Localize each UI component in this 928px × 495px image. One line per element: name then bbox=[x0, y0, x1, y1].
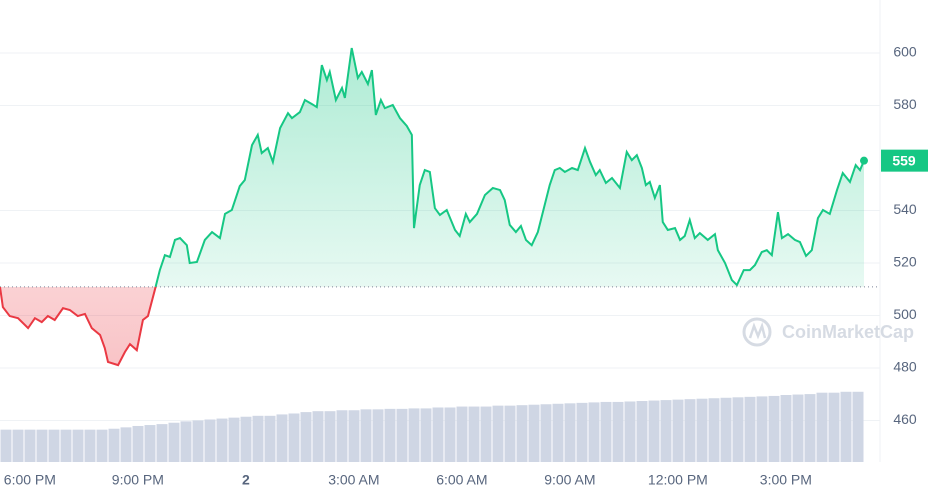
volume-bar bbox=[264, 415, 276, 462]
volume-bar bbox=[552, 403, 564, 462]
volume-bar bbox=[288, 413, 300, 462]
volume-bar bbox=[516, 405, 528, 462]
y-tick-label: 460 bbox=[893, 411, 917, 427]
area-down bbox=[0, 286, 864, 366]
volume-bar bbox=[360, 409, 372, 462]
watermark: CoinMarketCap bbox=[742, 317, 914, 347]
volume-bar bbox=[732, 397, 744, 462]
volume-bar bbox=[756, 396, 768, 462]
volume-bar bbox=[84, 429, 96, 462]
volume-bar bbox=[72, 429, 84, 462]
y-tick-label: 480 bbox=[893, 359, 917, 375]
watermark-text: CoinMarketCap bbox=[782, 322, 914, 342]
x-tick-label: 6:00 PM bbox=[4, 472, 56, 488]
volume-bar bbox=[324, 411, 336, 462]
y-tick-label: 520 bbox=[893, 254, 917, 270]
x-tick-label: 3:00 PM bbox=[760, 472, 812, 488]
x-tick-label: 6:00 AM bbox=[436, 472, 487, 488]
volume-bar bbox=[120, 427, 132, 462]
volume-bar bbox=[828, 392, 840, 462]
volume-bar bbox=[36, 429, 48, 462]
volume-bar bbox=[336, 410, 348, 462]
volume-bar bbox=[780, 395, 792, 462]
volume-bar bbox=[108, 428, 120, 462]
volume-bar bbox=[816, 392, 828, 462]
volume-bar bbox=[480, 406, 492, 462]
volume-bar bbox=[0, 429, 12, 462]
volume-bar bbox=[708, 398, 720, 462]
volume-bar bbox=[540, 404, 552, 462]
volume-bar bbox=[192, 420, 204, 462]
y-tick-label: 540 bbox=[893, 201, 917, 217]
volume-bar bbox=[504, 405, 516, 462]
volume-bar bbox=[744, 396, 756, 462]
volume-bar bbox=[444, 407, 456, 462]
volume-bar bbox=[60, 429, 72, 462]
volume-bar bbox=[660, 400, 672, 462]
volume-bar bbox=[300, 412, 312, 462]
volume-bar bbox=[180, 421, 192, 462]
price-line bbox=[0, 47, 865, 287]
volume-bar bbox=[348, 410, 360, 462]
volume-bar bbox=[252, 415, 264, 462]
volume-bar bbox=[696, 398, 708, 462]
volume-bar bbox=[240, 416, 252, 462]
price-badge bbox=[881, 149, 928, 172]
volume-bar bbox=[156, 424, 168, 462]
x-tick-label: 12:00 PM bbox=[648, 472, 708, 488]
volume-bar bbox=[672, 399, 684, 462]
volume-bar bbox=[144, 425, 156, 462]
x-tick-label: 9:00 PM bbox=[112, 472, 164, 488]
volume-bar bbox=[276, 414, 288, 462]
volume-bar bbox=[48, 429, 60, 462]
volume-bar bbox=[228, 417, 240, 462]
volume-bar bbox=[624, 401, 636, 462]
volume-bar bbox=[204, 419, 216, 462]
y-tick-label: 500 bbox=[893, 306, 917, 322]
volume-bar bbox=[576, 402, 588, 462]
volume-bar bbox=[372, 409, 384, 462]
volume-bar bbox=[792, 394, 804, 462]
volume-bar bbox=[648, 400, 660, 462]
y-tick-label: 580 bbox=[893, 96, 917, 112]
last-point bbox=[860, 156, 868, 165]
volume-bar bbox=[384, 408, 396, 462]
volume-bar bbox=[216, 418, 228, 462]
volume-bar bbox=[312, 411, 324, 462]
volume-bar bbox=[96, 429, 108, 462]
volume-bar bbox=[564, 403, 576, 462]
volume-bar bbox=[636, 401, 648, 462]
volume-bar bbox=[432, 407, 444, 462]
volume-bar bbox=[492, 405, 504, 462]
volume-bar bbox=[468, 406, 480, 462]
volume-bar bbox=[420, 408, 432, 462]
price-badge-label: 559 bbox=[892, 152, 916, 168]
volume-bar bbox=[132, 425, 144, 462]
volume-bar bbox=[684, 399, 696, 462]
volume-bar bbox=[852, 391, 864, 462]
volume-bar bbox=[456, 406, 468, 462]
volume-bar bbox=[588, 402, 600, 462]
volume-bar bbox=[24, 429, 36, 462]
volume-bar bbox=[12, 429, 24, 462]
y-tick-label: 600 bbox=[893, 44, 917, 60]
volume-bar bbox=[600, 401, 612, 462]
volume-bar bbox=[612, 401, 624, 462]
volume-bar bbox=[168, 422, 180, 462]
volume-bar bbox=[720, 397, 732, 462]
volume-bar bbox=[768, 395, 780, 462]
area-up bbox=[0, 48, 864, 287]
volume-bar bbox=[840, 391, 852, 462]
volume-bar bbox=[528, 404, 540, 462]
x-tick-label: 2 bbox=[242, 472, 250, 488]
volume-bar bbox=[804, 394, 816, 462]
volume-bar bbox=[396, 408, 408, 462]
x-tick-label: 3:00 AM bbox=[328, 472, 379, 488]
volume-bar bbox=[408, 408, 420, 462]
x-tick-label: 9:00 AM bbox=[544, 472, 595, 488]
